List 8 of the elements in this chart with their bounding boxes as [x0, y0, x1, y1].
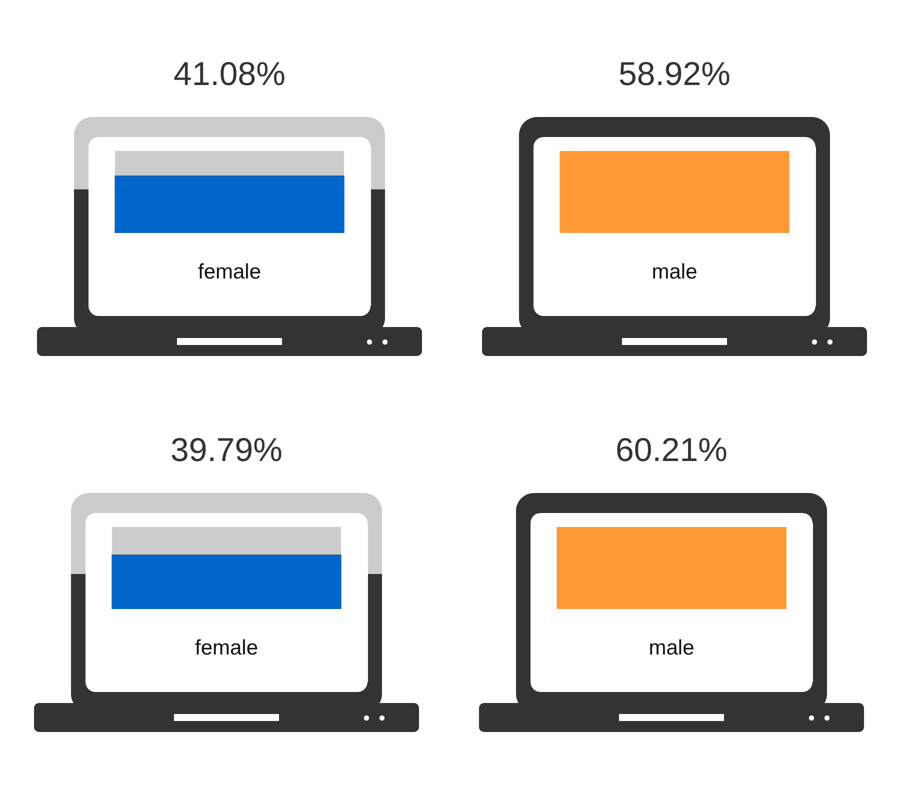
data-label: 41.08% [174, 55, 286, 92]
data-label: 60.21% [616, 431, 728, 468]
data-label: 39.79% [170, 431, 282, 468]
x-tick-label: male [648, 636, 694, 660]
data-label: 58.92% [618, 55, 730, 92]
x-tick-label: female [198, 260, 262, 284]
x-tick-label: male [652, 260, 698, 284]
x-tick-label: female [194, 636, 258, 660]
